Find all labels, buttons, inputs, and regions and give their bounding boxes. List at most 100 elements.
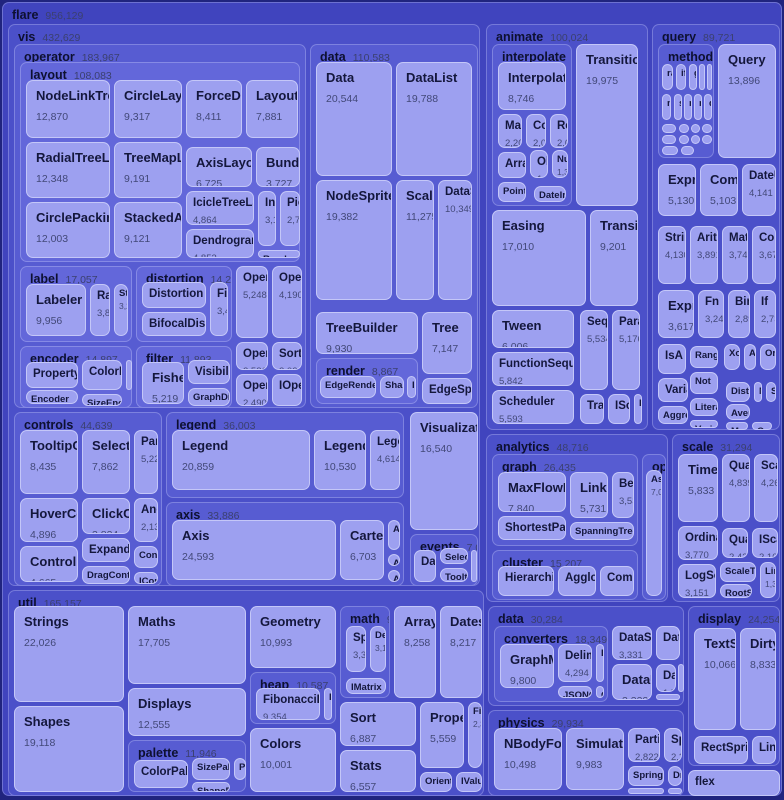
treemap-cell-DataEvent[interactable]: DataEvent	[414, 550, 436, 582]
treemap-cell-Tween[interactable]: Tween 6,006	[492, 310, 574, 348]
treemap-cell-Match[interactable]: Match 3,748	[722, 226, 748, 284]
treemap-cell-Geometry[interactable]: Geometry 10,993	[250, 606, 336, 668]
treemap-cell-FibonacciHeap[interactable]: FibonacciHeap 9,354	[256, 688, 320, 720]
treemap-cell-ISchedulable[interactable]: ISchedulable	[608, 394, 630, 424]
treemap-cell-Labeler[interactable]: Labeler 9,956	[26, 284, 86, 336]
treemap-cell-ControlList[interactable]: ControlList4,665	[20, 546, 78, 582]
treemap-cell-blank[interactable]	[679, 135, 689, 144]
treemap-cell-RadialLabeler[interactable]: RadialLabeler 3,899	[90, 284, 110, 336]
treemap-cell-Maths[interactable]: Maths 17,705	[128, 606, 246, 684]
treemap-cell-RandomLayout[interactable]: RandomLayout	[258, 250, 300, 258]
treemap-cell-BundledEdgeRouter[interactable]: BundledEdgeRouter 3,727	[256, 147, 300, 187]
treemap-cell-BinaryExpression[interactable]: BinaryExpression 2,893	[728, 290, 750, 338]
treemap-cell-blank[interactable]	[691, 135, 700, 144]
treemap-cell-OperatorSwitch[interactable]: OperatorSwitch2,581	[236, 342, 268, 370]
treemap-cell-IcicleTreeLayout[interactable]: IcicleTreeLayout 4,864	[186, 191, 254, 225]
treemap-cell-AxisLabel[interactable]: AxisLabel	[388, 570, 400, 582]
treemap-cell-ScaleType[interactable]: ScaleType	[720, 562, 756, 582]
treemap-cell-Encoder[interactable]: Encoder	[26, 390, 78, 404]
treemap-cell-mod[interactable]: mod	[694, 94, 702, 120]
treemap-cell-Interpolator[interactable]: Interpolator 8,746	[498, 62, 566, 110]
treemap-cell-LinkDistance[interactable]: LinkDistance 5,731	[570, 472, 608, 518]
treemap-cell-HierarchicalCluster[interactable]: HierarchicalCluster	[498, 566, 554, 596]
treemap-cell-Arrays[interactable]: Arrays 8,258	[394, 606, 436, 698]
treemap-cell-Distinct[interactable]: Distinct	[726, 382, 750, 402]
treemap-cell-IMatrix[interactable]: IMatrix	[346, 678, 386, 694]
treemap-cell-Pause[interactable]: Pause	[634, 394, 642, 424]
treemap-cell-Maximum[interactable]: Maximum	[726, 422, 748, 430]
treemap-cell-range[interactable]: range	[662, 64, 673, 90]
treemap-cell-mul[interactable]: mul	[684, 94, 692, 120]
treemap-cell-blank[interactable]	[681, 146, 694, 155]
treemap-cell-DirtySprite[interactable]: DirtySprite 8,833	[740, 628, 776, 730]
treemap-cell-AggregateExpression[interactable]: AggregateExpression	[658, 406, 688, 424]
treemap-cell-DelimitedTextConverter[interactable]: DelimitedTextConverter 4,294	[558, 644, 592, 682]
treemap-cell-IndentedTreeLayout[interactable]: IndentedTreeLayout 3,174	[258, 191, 276, 246]
treemap-cell-IControl[interactable]: IControl	[134, 572, 158, 584]
treemap-cell-DataTable[interactable]: DataTable	[656, 694, 680, 700]
treemap-cell-Layout[interactable]: Layout 7,881	[246, 80, 298, 138]
treemap-cell-IScaleMap[interactable]: IScaleMap 2,105	[752, 528, 778, 558]
treemap-cell-Control[interactable]: Control	[134, 546, 158, 568]
treemap-cell-sub[interactable]: sub	[674, 94, 682, 120]
treemap-cell-Shapes[interactable]: Shapes 19,118	[14, 706, 124, 792]
treemap-cell-Query[interactable]: Query 13,896	[718, 44, 776, 158]
treemap-cell-VisibilityFilter[interactable]: VisibilityFilter	[188, 360, 230, 384]
treemap-cell-Arithmetic[interactable]: Arithmetic 3,891	[690, 226, 718, 284]
treemap-cell-Fn[interactable]: Fn 3,240	[698, 290, 724, 338]
treemap-cell-ShortestPaths[interactable]: ShortestPaths	[498, 516, 566, 540]
treemap-cell-blank[interactable]	[679, 124, 689, 133]
treemap-cell-lt[interactable]: lt	[699, 64, 705, 90]
treemap-cell-div[interactable]: div	[704, 94, 712, 120]
treemap-cell-Spring[interactable]: Spring 2,213	[664, 728, 682, 762]
treemap-cell-DenseMatrix[interactable]: DenseMatrix 3,165	[370, 626, 386, 672]
treemap-cell-LegendItem[interactable]: LegendItem 4,614	[370, 430, 400, 490]
treemap-cell-IForce[interactable]: IForce	[668, 788, 682, 794]
treemap-cell-FisheyeTreeFilter[interactable]: FisheyeTreeFilter 5,219	[142, 362, 184, 404]
treemap-cell-PieLayout[interactable]: PieLayout 2,728	[280, 191, 300, 246]
treemap-cell-IRenderer[interactable]: IRenderer	[407, 376, 416, 398]
treemap-cell-SpanningTree[interactable]: SpanningTree	[570, 522, 634, 540]
treemap-cell-Xor[interactable]: Xor	[724, 344, 740, 370]
treemap-cell-TreeBuilder[interactable]: TreeBuilder 9,930	[316, 312, 418, 354]
treemap-cell-AxisGridLine[interactable]: AxisGridLine	[388, 554, 400, 566]
treemap-cell-ExpressionIterator[interactable]: ExpressionIterator 3,617	[658, 290, 694, 338]
treemap-cell-NBodyForce[interactable]: NBodyForce 10,498	[494, 728, 562, 790]
treemap-cell-NumberInterpolator[interactable]: NumberInterpolator 1,382	[552, 150, 568, 178]
treemap-cell-Or[interactable]: Or	[760, 344, 776, 370]
treemap-cell-Expression[interactable]: Expression 5,130	[658, 164, 696, 216]
treemap-cell-NodeLinkTreeLayout[interactable]: NodeLinkTreeLayout 12,870	[26, 80, 110, 138]
treemap-cell-Filter[interactable]: Filter 2,324	[468, 702, 482, 768]
treemap-cell-GraphMLConverter[interactable]: GraphMLConverter 9,800	[500, 644, 554, 688]
treemap-cell-ForceDirectedLayout[interactable]: ForceDirectedLayout 8,411	[186, 80, 242, 138]
treemap-cell-LineSprite[interactable]: LineSprite	[752, 736, 776, 764]
treemap-cell-SortOperator[interactable]: SortOperator2,023	[272, 342, 302, 370]
treemap-cell-RootScale[interactable]: RootScale	[720, 584, 752, 598]
treemap-cell-EdgeRenderer[interactable]: EdgeRenderer	[320, 376, 376, 398]
treemap-cell-TooltipEvent[interactable]: TooltipEvent	[440, 568, 468, 582]
treemap-cell-ColorInterpolator[interactable]: ColorInterpolator 2,047	[526, 114, 546, 148]
treemap-cell-LinearScale[interactable]: LinearScale 1,316	[760, 562, 776, 598]
treemap-cell-DataUtil[interactable]: DataUtil3,322	[612, 664, 652, 700]
treemap-cell-SizeEncoder[interactable]: SizeEncoder	[82, 394, 122, 406]
treemap-cell-SizePalette[interactable]: SizePalette	[192, 758, 230, 780]
treemap-cell-Strings[interactable]: Strings 22,026	[14, 606, 124, 702]
treemap-cell-CirclePackingLayout[interactable]: CirclePackingLayout 12,003	[26, 202, 110, 258]
treemap-cell-DataList[interactable]: DataList 19,788	[396, 62, 472, 176]
treemap-cell-ClickControl[interactable]: ClickControl3,824	[82, 498, 130, 534]
treemap-cell-TooltipControl[interactable]: TooltipControl 8,435	[20, 430, 78, 494]
treemap-cell-Scale[interactable]: Scale 4,268	[754, 454, 778, 522]
treemap-cell-Transitioner[interactable]: Transitioner 19,975	[576, 44, 638, 206]
treemap-cell-FunctionSequence[interactable]: FunctionSequence 5,842	[492, 352, 574, 386]
treemap-cell-CompositeExpression[interactable]: CompositeExpression 3,677	[752, 226, 776, 284]
treemap-cell-blank[interactable]	[691, 124, 700, 133]
treemap-cell-IOperator[interactable]: IOperator	[272, 374, 302, 406]
treemap-cell-ShapeRenderer[interactable]: ShapeRenderer	[380, 376, 404, 398]
treemap-cell-ScaleBinding[interactable]: ScaleBinding 11,275	[396, 180, 434, 300]
treemap-cell-iff[interactable]: iff	[676, 64, 686, 90]
treemap-cell-BifocalDistortion[interactable]: BifocalDistortion	[142, 312, 206, 336]
treemap-cell-DataSource[interactable]: DataSource 3,331	[612, 626, 652, 660]
treemap-cell-ExpandControl[interactable]: ExpandControl	[82, 538, 130, 562]
treemap-cell-TreeMapLayout[interactable]: TreeMapLayout 9,191	[114, 142, 182, 198]
treemap-cell-If[interactable]: If 2,732	[754, 290, 776, 338]
